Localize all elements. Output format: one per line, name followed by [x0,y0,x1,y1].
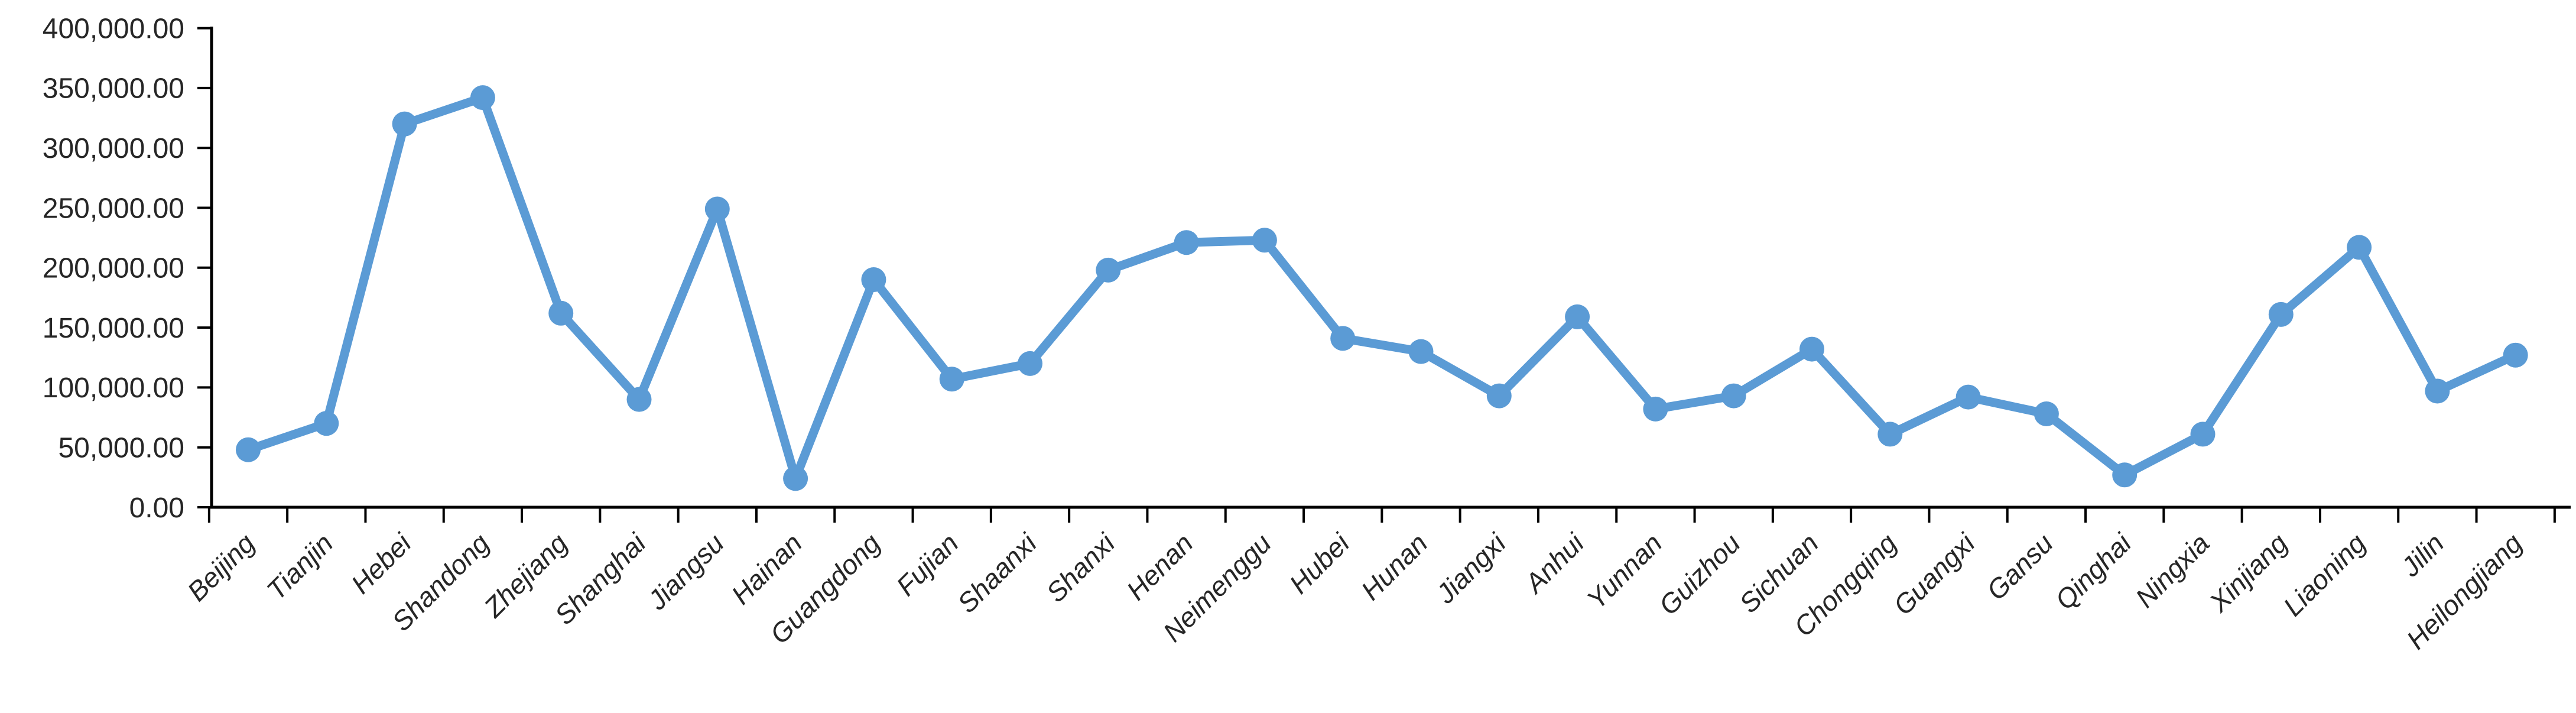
x-axis-category-label: Guangxi [1888,527,1981,621]
x-axis-category-label: Jiangxi [1430,527,1512,610]
data-point-Shanghai [626,387,652,412]
data-point-Fujian [939,367,964,392]
y-axis-tick-label: 250,000.00 [43,193,184,224]
data-point-Hunan [1408,339,1434,364]
x-axis-category-label: Anhui [1518,527,1590,599]
x-axis-category-label: Hunan [1355,527,1434,606]
x-axis-category-label: Jiangsu [641,527,730,616]
data-point-Guangdong [861,267,886,293]
x-axis-category-label: Hebei [345,527,418,599]
x-axis-category-label: Henan [1120,527,1199,606]
data-point-Qinghai [2112,462,2138,488]
y-axis-tick-label: 150,000.00 [43,313,184,344]
x-axis-category-label: Hubei [1284,527,1356,599]
data-point-Tianjin [314,411,339,436]
y-axis-tick-label: 200,000.00 [43,253,184,284]
x-axis-category-label: Shanxi [1040,527,1121,608]
y-axis-tick-label: 350,000.00 [43,73,184,105]
data-point-Hainan [783,466,808,491]
data-point-Heilongjiang [2503,342,2528,368]
x-axis-category-label: Qinghai [2049,527,2138,615]
x-axis-category-label: Ningxia [2129,527,2215,613]
x-axis-category-label: Shaanxi [951,527,1044,619]
data-point-Shanxi [1096,257,1121,283]
x-axis-category-label: Beijing [181,527,261,607]
data-point-Chongqing [1877,422,1903,447]
data-point-Jilin [2425,378,2450,404]
data-point-Hubei [1330,326,1356,351]
data-point-Liaoning [2347,235,2372,260]
data-point-Jiangxi [1486,383,1512,409]
x-axis-category-label: Liaoning [2277,527,2372,622]
x-axis-category-label: Xinjiang [2203,527,2294,618]
data-point-Yunnan [1643,396,1668,422]
data-point-Neimenggu [1252,228,1277,253]
x-axis-category-label: Gansu [1980,527,2059,606]
data-point-Hebei [392,111,417,137]
data-point-Zhejiang [548,300,574,326]
x-axis-category-label: Fujian [890,527,964,601]
data-series-line [243,93,2520,483]
data-point-Xinjiang [2268,302,2294,327]
y-axis-tick-label: 50,000.00 [58,433,184,464]
data-point-Shandong [470,85,495,111]
data-point-Gansu [2033,401,2059,426]
y-axis-tick-label: 100,000.00 [43,372,184,404]
y-axis-tick-label: 0.00 [129,492,184,524]
data-point-Beijing [236,437,261,462]
data-point-Jiangsu [704,196,730,222]
y-axis-tick-label: 300,000.00 [43,133,184,164]
data-point-Ningxia [2190,422,2216,447]
data-point-Henan [1174,230,1199,255]
x-axis-category-label: Jilin [2395,527,2450,583]
x-axis-category-label: Tianjin [261,527,339,605]
data-point-Guangxi [1955,384,1981,410]
x-axis-category-label: Guizhou [1653,527,1746,621]
data-point-Sichuan [1799,336,1824,362]
data-point-Anhui [1565,304,1590,329]
data-point-Shaanxi [1018,351,1042,376]
y-axis-tick-label: 400,000.00 [43,13,184,44]
data-point-Guizhou [1721,383,1746,409]
